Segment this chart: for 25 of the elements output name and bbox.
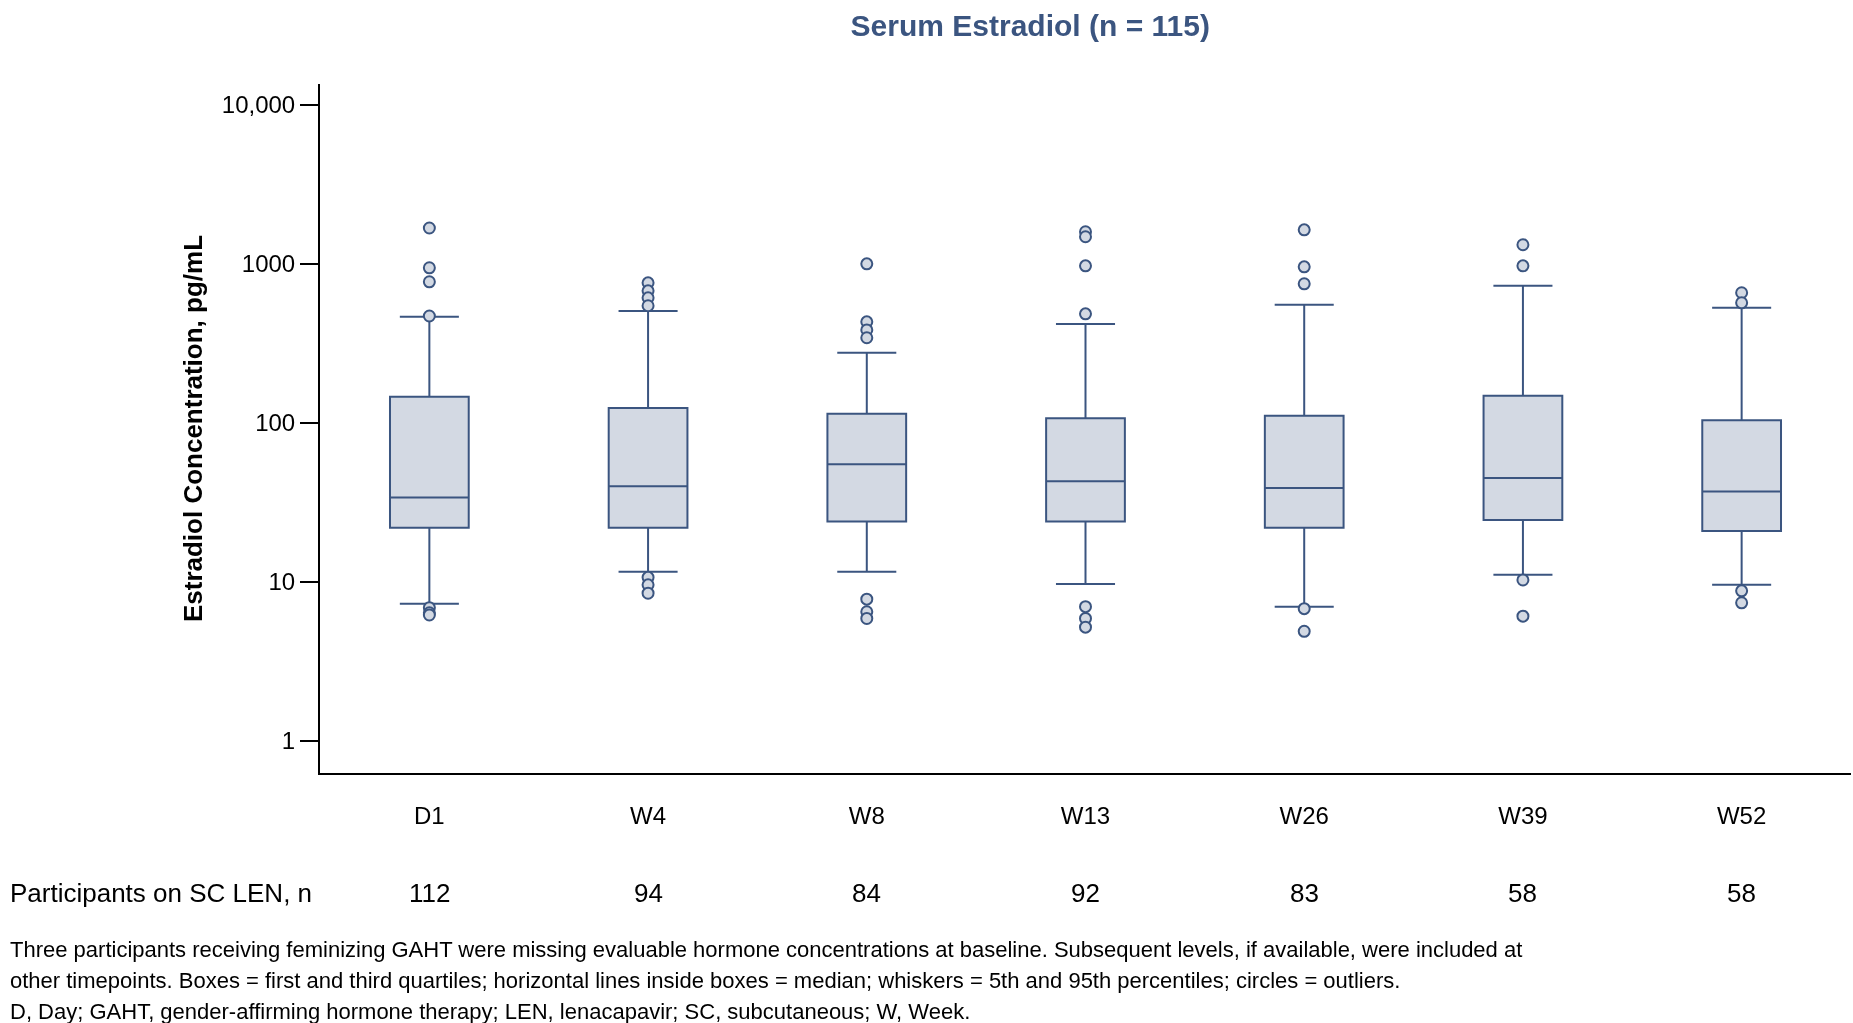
x-tick-label: W13 [1060, 801, 1111, 829]
x-tick-label: W4 [630, 801, 667, 829]
text: 83 [1290, 878, 1319, 908]
text: 58 [1727, 878, 1756, 908]
x-tick-label: W26 [1279, 801, 1329, 829]
text: other timepoints. Boxes = first and third quartiles; horizontal lines inside boxes = median; whiskers = 5th and 95th percentiles; circles = outliers. [10, 968, 1401, 993]
x-tick-label: W8 [848, 801, 885, 829]
text: 94 [634, 878, 663, 908]
text: Three participants receiving feminizing GAHT were missing evaluable hormone concentrations at baseline. Subsequent levels, if available, were included at [10, 937, 1523, 962]
x-tick-label: W39 [1498, 801, 1548, 829]
y-tick-label: 1 [281, 727, 296, 755]
y-axis-title: Estradiol Concentration, pg/mL [177, 234, 208, 623]
y-tick-label: 100 [255, 409, 296, 437]
chart-title: Serum Estradiol (n = 115) [850, 9, 1210, 43]
y-tick-label: 10 [268, 568, 296, 596]
x-tick-label: D1 [414, 801, 445, 829]
y-tick-label: 10,000 [221, 91, 296, 119]
text: 58 [1508, 878, 1537, 908]
text: Participants on SC LEN, n [10, 878, 313, 908]
text: D, Day; GAHT, gender-affirming hormone therapy; LEN, lenacapavir; SC, subcutaneous; W, Week. [10, 999, 971, 1023]
text: 92 [1071, 878, 1100, 908]
text: 112 [409, 878, 451, 908]
x-tick-label: W52 [1716, 801, 1767, 829]
y-tick-label: 1000 [241, 250, 296, 278]
text: 84 [852, 878, 881, 908]
